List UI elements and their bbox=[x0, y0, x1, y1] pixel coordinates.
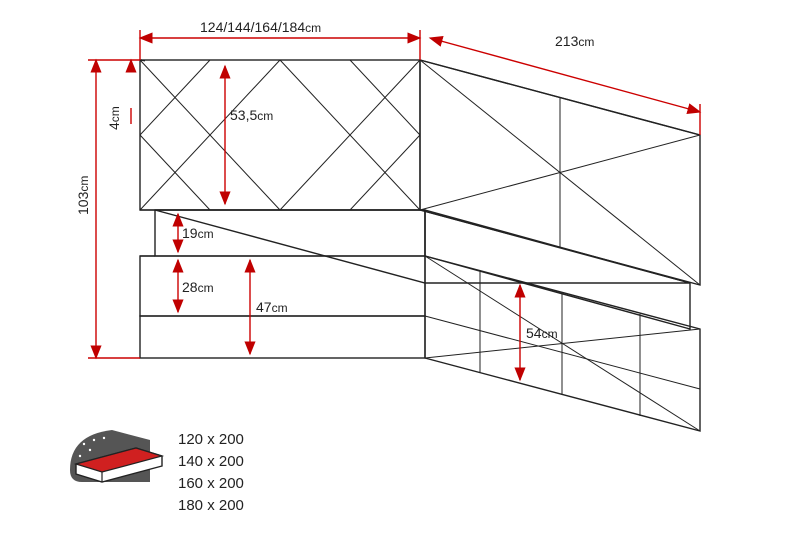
mattress-size-1: 140 x 200 bbox=[178, 453, 244, 470]
dim-base-combined: 47cm bbox=[256, 299, 288, 315]
dim-base-upper: 28cm bbox=[182, 279, 214, 295]
dim-mattress: 19cm bbox=[182, 225, 214, 241]
mattress-size-2: 160 x 200 bbox=[178, 475, 244, 492]
bed-drawing bbox=[140, 60, 700, 431]
dim-depth: 213cm bbox=[555, 33, 594, 49]
technical-drawing: 124/144/164/184cm 213cm 103cm 4cm 53,5cm… bbox=[0, 0, 800, 533]
mattress-size-0: 120 x 200 bbox=[178, 431, 244, 448]
mattress-icon bbox=[70, 430, 162, 482]
dim-footboard: 54cm bbox=[526, 325, 558, 341]
dim-width: 124/144/164/184cm bbox=[200, 19, 321, 35]
dim-headboard-panel: 53,5cm bbox=[230, 107, 273, 123]
mattress-legend: 120 x 200 140 x 200 160 x 200 180 x 200 bbox=[70, 430, 244, 514]
mattress-size-3: 180 x 200 bbox=[178, 497, 244, 514]
dimension-lines bbox=[88, 30, 700, 380]
dimension-labels: 124/144/164/184cm 213cm 103cm 4cm 53,5cm… bbox=[75, 19, 594, 341]
dim-height-total: 103cm bbox=[75, 176, 91, 215]
dim-overhang: 4cm bbox=[106, 106, 122, 130]
